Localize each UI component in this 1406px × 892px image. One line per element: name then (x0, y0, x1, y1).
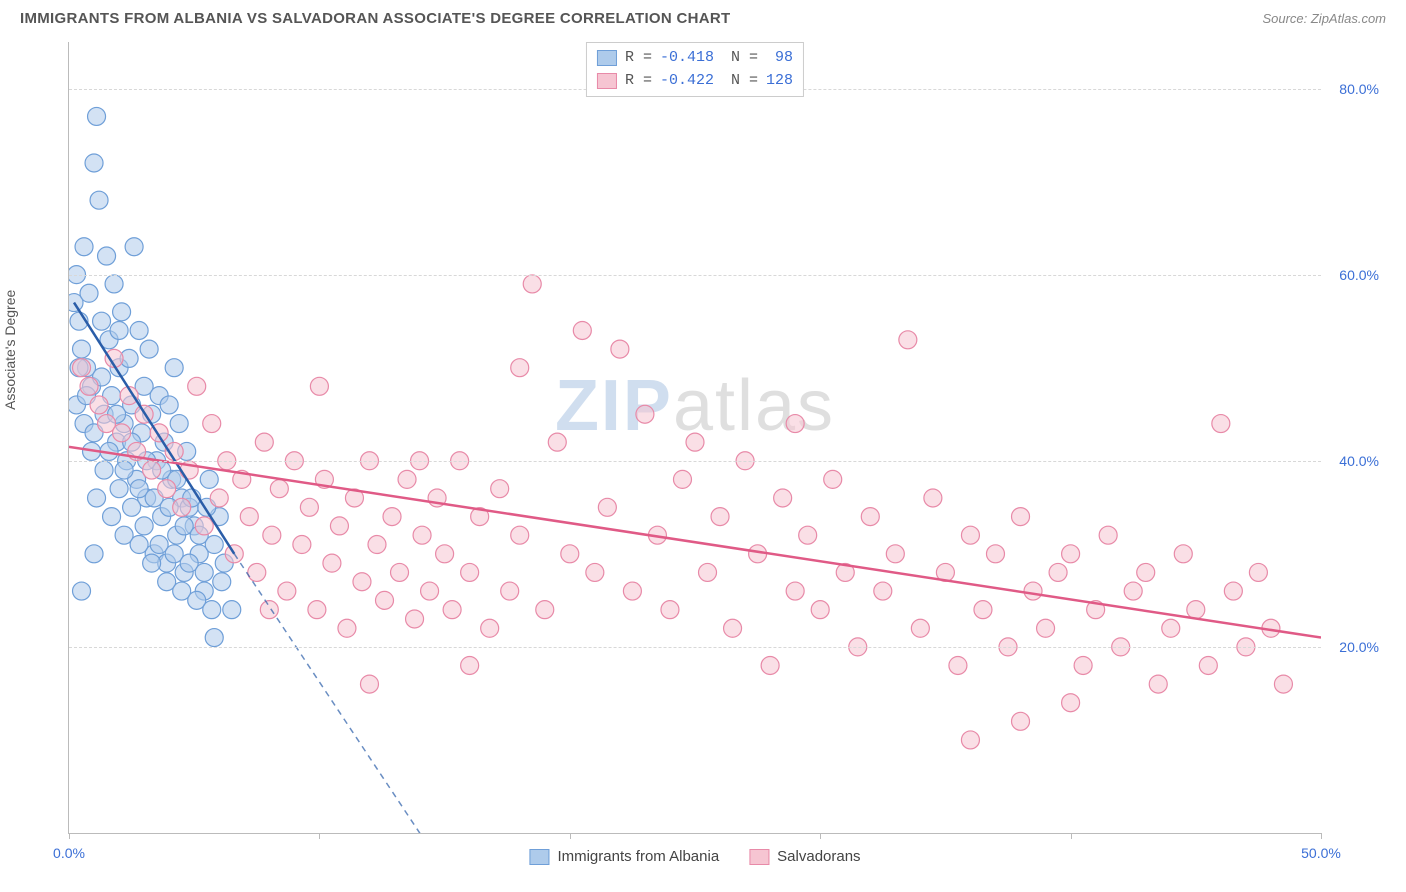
watermark-zip: ZIP (555, 366, 673, 446)
legend-label-1: Salvadorans (777, 848, 860, 865)
legend-swatch-b0 (529, 849, 549, 865)
chart-svg (69, 42, 1321, 833)
y-tick-label: 60.0% (1339, 267, 1379, 283)
source-label: Source: ZipAtlas.com (1262, 11, 1386, 26)
plot-area: ZIPatlas R = -0.418 N = 98 R = -0.422 N … (68, 42, 1321, 834)
y-axis-label: Associate's Degree (2, 290, 18, 410)
stat-n-value-1: 128 (766, 70, 793, 93)
chart-title: IMMIGRANTS FROM ALBANIA VS SALVADORAN AS… (20, 10, 731, 27)
title-bar: IMMIGRANTS FROM ALBANIA VS SALVADORAN AS… (0, 0, 1406, 35)
legend-series: Immigrants from Albania Salvadorans (529, 848, 860, 865)
stat-r-label-0: R = (625, 47, 652, 70)
legend-swatch-b1 (749, 849, 769, 865)
chart-container: Associate's Degree ZIPatlas R = -0.418 N… (20, 42, 1386, 882)
stat-r-value-1: -0.422 (660, 70, 714, 93)
stat-n-label-0: N = (722, 47, 758, 70)
y-tick-label: 80.0% (1339, 81, 1379, 97)
legend-swatch-1 (597, 73, 617, 89)
stat-n-label-1: N = (722, 70, 758, 93)
stat-r-value-0: -0.418 (660, 47, 714, 70)
stat-n-value-0: 98 (766, 47, 793, 70)
legend-stat-row-0: R = -0.418 N = 98 (597, 47, 793, 70)
legend-stats-box: R = -0.418 N = 98 R = -0.422 N = 128 (586, 42, 804, 97)
stat-r-label-1: R = (625, 70, 652, 93)
y-tick-label: 20.0% (1339, 639, 1379, 655)
y-tick-label: 40.0% (1339, 453, 1379, 469)
legend-item-0: Immigrants from Albania (529, 848, 719, 865)
legend-item-1: Salvadorans (749, 848, 860, 865)
legend-swatch-0 (597, 50, 617, 66)
watermark-atlas: atlas (673, 366, 835, 446)
legend-label-0: Immigrants from Albania (557, 848, 719, 865)
legend-stat-row-1: R = -0.422 N = 128 (597, 70, 793, 93)
x-tick-label: 50.0% (1301, 845, 1341, 861)
x-tick-label: 0.0% (53, 845, 85, 861)
watermark: ZIPatlas (555, 365, 835, 447)
